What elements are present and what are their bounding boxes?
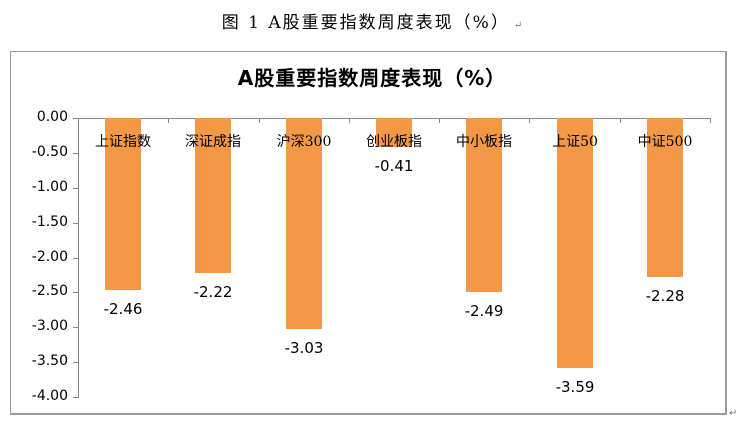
y-tick — [73, 292, 78, 293]
chart-frame — [10, 51, 727, 415]
x-tick — [259, 118, 260, 123]
y-tick-label: -1.00 — [31, 179, 68, 195]
category-label: 深证成指 — [185, 134, 241, 150]
y-tick — [73, 397, 78, 398]
y-tick — [73, 118, 78, 119]
x-tick — [710, 118, 711, 123]
bar — [466, 118, 502, 292]
y-tick — [73, 327, 78, 328]
data-label: -2.46 — [103, 300, 143, 318]
y-tick-label: -2.50 — [31, 283, 68, 299]
y-tick — [73, 362, 78, 363]
y-tick — [73, 153, 78, 154]
chart-title: A股重要指数周度表现（%） — [237, 66, 507, 90]
x-tick — [620, 118, 621, 123]
y-tick-label: -3.50 — [31, 353, 68, 369]
y-tick — [73, 223, 78, 224]
paragraph-mark-icon: ↵ — [729, 408, 738, 419]
category-label: 中证500 — [637, 134, 693, 150]
y-tick-label: 0.00 — [36, 109, 68, 125]
x-tick — [529, 118, 530, 123]
x-tick — [78, 118, 79, 123]
figure-caption: 图 1 A股重要指数周度表现（%） ↵ — [0, 8, 744, 33]
category-label: 创业板指 — [366, 134, 422, 150]
x-tick — [349, 118, 350, 123]
bar — [286, 118, 322, 329]
y-tick — [73, 188, 78, 189]
bar — [376, 118, 412, 147]
data-label: -0.41 — [374, 157, 414, 175]
data-label: -3.59 — [555, 378, 595, 396]
caption-text: 图 1 A股重要指数周度表现（%） — [221, 13, 510, 33]
bar — [195, 118, 231, 273]
y-tick — [73, 258, 78, 259]
y-axis — [78, 118, 79, 398]
category-label: 上证指数 — [95, 134, 151, 150]
paragraph-mark-icon: ↵ — [513, 20, 523, 31]
y-tick-label: -2.00 — [31, 249, 68, 265]
x-tick — [168, 118, 169, 123]
y-tick-label: -1.50 — [31, 214, 68, 230]
bar — [105, 118, 141, 290]
category-label: 沪深300 — [276, 134, 332, 150]
bar — [557, 118, 593, 368]
y-tick-label: -0.50 — [31, 144, 68, 160]
data-label: -2.49 — [464, 302, 504, 320]
bar — [647, 118, 683, 277]
category-label: 中小板指 — [456, 134, 512, 150]
y-tick-label: -4.00 — [31, 388, 68, 404]
y-tick-label: -3.00 — [31, 318, 68, 334]
category-label: 上证50 — [552, 134, 598, 150]
x-tick — [439, 118, 440, 123]
data-label: -2.22 — [193, 283, 233, 301]
data-label: -3.03 — [284, 339, 324, 357]
data-label: -2.28 — [645, 287, 685, 305]
